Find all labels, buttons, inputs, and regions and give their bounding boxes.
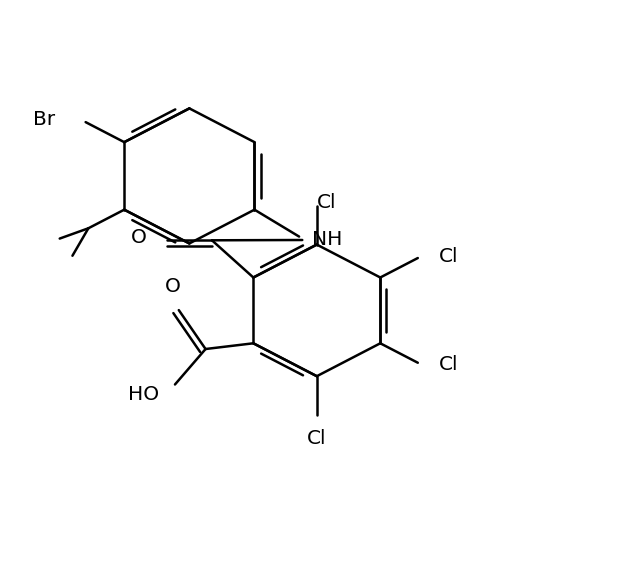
Text: Cl: Cl xyxy=(307,430,326,448)
Text: O: O xyxy=(164,277,180,296)
Text: O: O xyxy=(131,228,147,247)
Text: Br: Br xyxy=(33,110,55,129)
Text: Cl: Cl xyxy=(439,247,458,266)
Text: Cl: Cl xyxy=(439,355,458,374)
Text: NH: NH xyxy=(312,230,342,249)
Text: HO: HO xyxy=(128,385,159,404)
Text: Cl: Cl xyxy=(317,193,336,212)
